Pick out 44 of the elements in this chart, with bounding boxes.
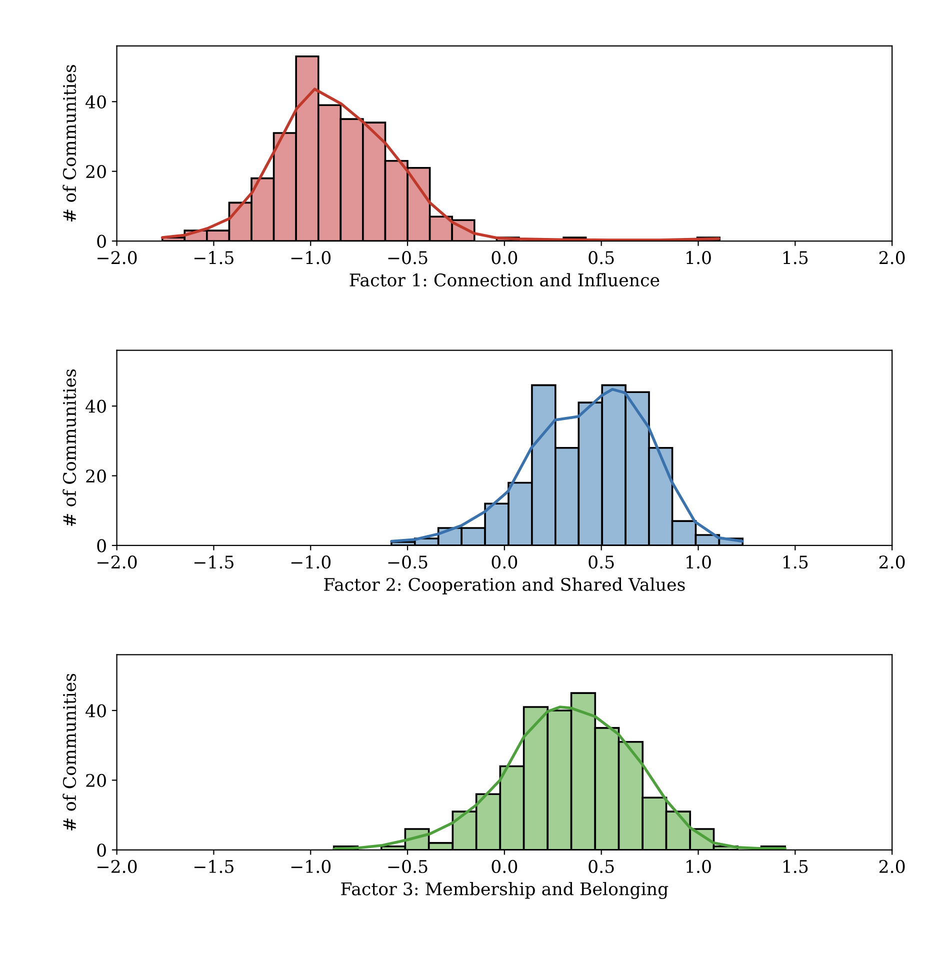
x-axis-title: Factor 3: Membership and Belonging <box>341 882 668 900</box>
x-tick-label: 2.0 <box>879 860 905 874</box>
y-axis-title: # of Communities <box>62 674 76 830</box>
y-tick-label: 0 <box>97 539 106 552</box>
x-tick-label: 0.0 <box>492 251 518 264</box>
x-axis-title: Factor 2: Cooperation and Shared Values <box>324 578 685 594</box>
y-axis-title: # of Communities <box>62 369 76 526</box>
x-tick-label: 1.0 <box>686 555 711 569</box>
x-tick-label: −1.5 <box>194 251 234 264</box>
x-tick-label: −1.5 <box>194 860 234 874</box>
y-tick-label: 40 <box>86 95 106 108</box>
x-tick-label: 0.0 <box>492 860 518 874</box>
line-series <box>332 706 786 850</box>
x-tick-label: 0.0 <box>492 555 518 569</box>
y-tick-label: 40 <box>86 704 106 718</box>
x-tick-label: −0.5 <box>388 555 428 569</box>
x-tick-label: 1.0 <box>686 860 711 874</box>
x-tick-label: −1.5 <box>194 555 234 569</box>
x-tick-label: 0.5 <box>588 251 614 264</box>
x-tick-label: −0.5 <box>388 251 428 264</box>
x-tick-label: −1.0 <box>291 555 331 569</box>
x-tick-label: 2.0 <box>879 555 905 569</box>
y-tick-label: 20 <box>86 469 106 483</box>
x-axis-title: Factor 1: Connection and Influence <box>350 273 660 287</box>
x-tick-label: −2.0 <box>98 860 137 874</box>
x-tick-label: −2.0 <box>98 251 137 264</box>
y-tick-label: 20 <box>86 774 106 788</box>
y-tick-label: 0 <box>97 844 106 857</box>
x-tick-label: 0.5 <box>588 555 614 569</box>
line-series <box>160 88 720 242</box>
x-tick-label: 2.0 <box>879 251 905 264</box>
x-tick-label: −1.0 <box>291 860 331 874</box>
y-tick-label: 40 <box>86 400 106 413</box>
y-tick-label: 0 <box>97 234 106 248</box>
x-tick-label: 1.5 <box>783 555 808 569</box>
x-tick-label: 1.0 <box>686 251 711 264</box>
x-tick-label: 0.5 <box>588 860 614 874</box>
x-tick-label: −1.0 <box>291 251 331 264</box>
x-tick-label: 1.5 <box>783 251 808 264</box>
x-tick-label: −2.0 <box>98 555 137 569</box>
x-tick-label: 1.5 <box>783 860 808 874</box>
x-tick-label: −0.5 <box>388 860 428 874</box>
y-tick-label: 20 <box>86 165 106 178</box>
y-axis-title: # of Communities <box>62 64 76 222</box>
